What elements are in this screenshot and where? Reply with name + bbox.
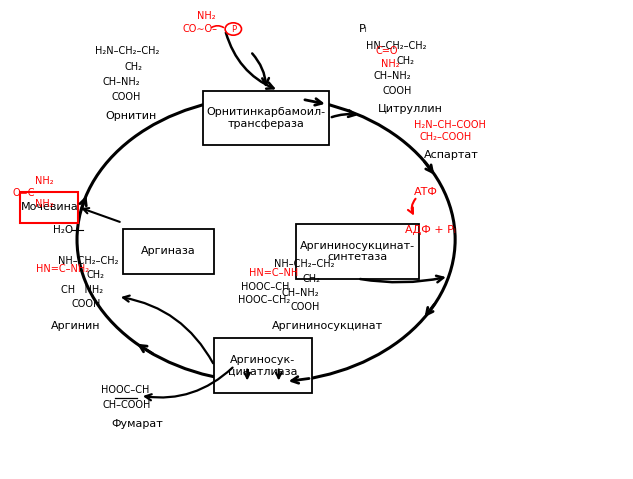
Text: Аргиназа: Аргиназа <box>141 246 196 256</box>
Text: NH₂: NH₂ <box>35 176 53 186</box>
Text: NH₂: NH₂ <box>35 199 53 209</box>
Text: HOOC–CH₂: HOOC–CH₂ <box>238 296 290 306</box>
Text: COOH: COOH <box>72 299 101 309</box>
Text: C=O: C=O <box>375 46 398 57</box>
Text: Аргиносук-
цинатлиаза: Аргиносук- цинатлиаза <box>228 355 298 376</box>
FancyBboxPatch shape <box>123 229 214 274</box>
Text: Аргининосукцинат: Аргининосукцинат <box>272 321 384 331</box>
FancyBboxPatch shape <box>203 91 329 146</box>
Text: HOOC–CH: HOOC–CH <box>101 385 149 395</box>
Text: Мочевина: Мочевина <box>20 202 78 212</box>
Text: CO∼O–: CO∼O– <box>183 24 218 34</box>
Text: CH₂: CH₂ <box>303 274 321 284</box>
Text: NH₂: NH₂ <box>197 11 215 21</box>
Text: HN=C–NH: HN=C–NH <box>249 268 298 278</box>
Text: Орнитинкарбамоил-
трансфераза: Орнитинкарбамоил- трансфераза <box>206 107 325 129</box>
Text: H₂N–CH₂–CH₂: H₂N–CH₂–CH₂ <box>95 46 159 57</box>
Text: Орнитин: Орнитин <box>105 111 156 121</box>
Text: HN–CH₂–CH₂: HN–CH₂–CH₂ <box>366 41 426 51</box>
Text: HOOC–CH: HOOC–CH <box>241 282 289 292</box>
Text: АТФ: АТФ <box>414 187 438 197</box>
Text: COOH: COOH <box>111 91 141 102</box>
FancyBboxPatch shape <box>296 224 419 279</box>
Text: CH₂: CH₂ <box>396 56 415 66</box>
Text: Аспартат: Аспартат <box>423 150 479 160</box>
Text: CH₂–COOH: CH₂–COOH <box>419 132 472 142</box>
Text: CH–NH₂: CH–NH₂ <box>282 288 320 298</box>
Text: CH₂: CH₂ <box>124 62 142 72</box>
Text: NH–CH₂–CH₂: NH–CH₂–CH₂ <box>58 256 118 266</box>
FancyBboxPatch shape <box>20 192 78 223</box>
Text: Фумарат: Фумарат <box>111 419 163 429</box>
Text: CH–COOH: CH–COOH <box>102 400 151 410</box>
Text: CH–NH₂: CH–NH₂ <box>373 71 411 81</box>
Text: COOH: COOH <box>383 86 412 96</box>
Text: HN=C–NH₂: HN=C–NH₂ <box>36 264 89 274</box>
Text: АДФ + Рᵢ: АДФ + Рᵢ <box>404 225 456 235</box>
Text: COOH: COOH <box>290 302 320 312</box>
Text: Pᵢ: Pᵢ <box>360 24 368 34</box>
Text: NH₂: NH₂ <box>381 59 399 69</box>
Text: CH–NH₂: CH–NH₂ <box>102 77 140 87</box>
Text: CH₂: CH₂ <box>87 270 104 280</box>
Text: CH   NH₂: CH NH₂ <box>61 285 103 295</box>
FancyBboxPatch shape <box>214 338 312 393</box>
Text: Аргинин: Аргинин <box>51 321 100 331</box>
Text: P: P <box>231 24 236 34</box>
Text: NH–CH₂–CH₂: NH–CH₂–CH₂ <box>273 259 334 269</box>
Text: Аргининосукцинат-
синтетаза: Аргининосукцинат- синтетаза <box>300 240 415 262</box>
Text: H₂N–CH–COOH: H₂N–CH–COOH <box>414 120 486 130</box>
Text: H₂O: H₂O <box>53 225 73 235</box>
Text: O=C: O=C <box>13 188 35 198</box>
Text: Цитруллин: Цитруллин <box>379 104 443 114</box>
